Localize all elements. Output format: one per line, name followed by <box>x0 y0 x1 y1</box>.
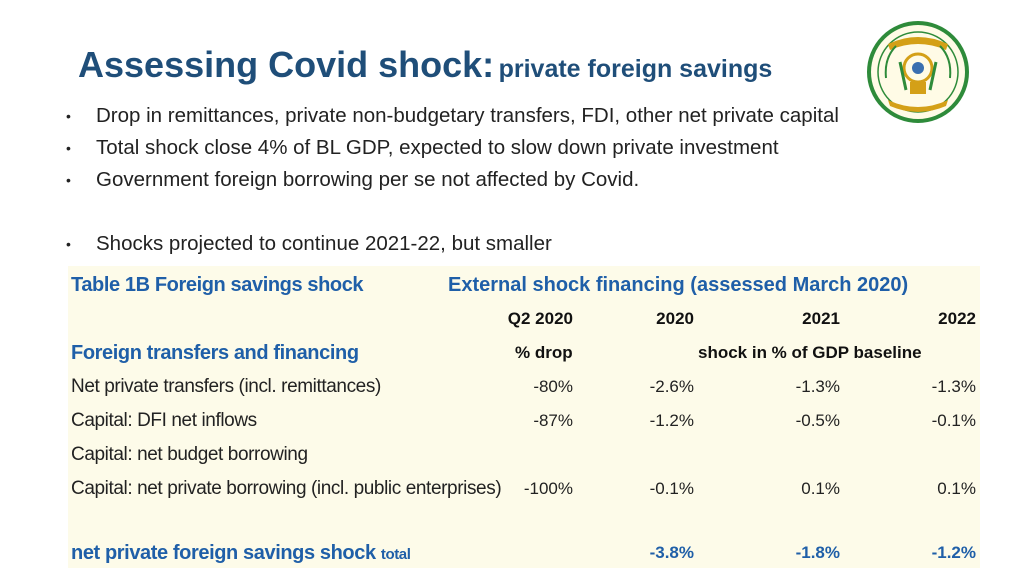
bullet-item: • Drop in remittances, private non-budget… <box>66 100 839 132</box>
column-header: 2022 <box>938 309 976 328</box>
shock-table: Table 1B Foreign savings shock External … <box>68 266 980 568</box>
cell: -87% <box>533 411 573 430</box>
row-label: Capital: net budget borrowing <box>71 444 308 465</box>
table-title-row: Table 1B Foreign savings shock External … <box>68 268 980 302</box>
cell: -0.1% <box>931 411 976 430</box>
table-row: Net private transfers (incl. remittances… <box>68 370 980 404</box>
column-header: 2020 <box>656 309 694 328</box>
cell: -100% <box>523 479 573 498</box>
bullet-text: Shocks projected to continue 2021-22, bu… <box>96 232 552 255</box>
total-label-text: net private foreign savings shock <box>71 542 376 564</box>
unit-shock: shock in % of GDP baseline <box>698 343 922 362</box>
cell: -80% <box>533 377 573 396</box>
table-total-row: net private foreign savings shock total … <box>68 536 980 570</box>
cell: 0.1% <box>937 479 976 498</box>
title-main: Assessing Covid shock: <box>78 44 495 85</box>
total-cell: -1.2% <box>931 543 976 562</box>
bullet-text: Drop in remittances, private non-budgeta… <box>96 104 839 127</box>
cell: -2.6% <box>649 377 694 396</box>
cell: 0.1% <box>801 479 840 498</box>
row-label: Net private transfers (incl. remittances… <box>71 376 381 397</box>
column-header: Q2 2020 <box>507 309 573 328</box>
table-heading: External shock financing (assessed March… <box>448 274 909 296</box>
table-header-row: Q2 2020 2020 2021 2022 <box>68 302 980 336</box>
bullet-list: • Drop in remittances, private non-budget… <box>66 100 839 260</box>
slide-title: Assessing Covid shock: private foreign s… <box>78 44 772 86</box>
bullet-text: Total shock close 4% of BL GDP, expected… <box>96 136 779 159</box>
bullet-text: Government foreign borrowing per se not … <box>96 168 640 191</box>
table-row: Capital: DFI net inflows -87% -1.2% -0.5… <box>68 404 980 438</box>
bullet-marker: • <box>66 108 71 124</box>
row-label: Capital: net private borrowing (incl. pu… <box>71 478 502 499</box>
title-sub: private foreign savings <box>498 55 773 83</box>
total-label: net private foreign savings shock total <box>71 536 411 572</box>
cell: -1.2% <box>649 411 694 430</box>
column-header: 2021 <box>802 309 840 328</box>
cell: -1.3% <box>795 377 840 396</box>
cell: -1.3% <box>931 377 976 396</box>
bullet-marker: • <box>66 236 71 252</box>
total-cell: -3.8% <box>649 543 694 562</box>
section-label: Foreign transfers and financing <box>71 342 359 364</box>
bullet-marker: • <box>66 140 71 156</box>
unit-pct-drop: % drop <box>515 343 573 362</box>
bullet-item: • Shocks projected to continue 2021-22, b… <box>66 228 839 260</box>
row-label: Capital: DFI net inflows <box>71 410 257 431</box>
bullet-marker: • <box>66 172 71 188</box>
table-caption: Table 1B Foreign savings shock <box>71 274 364 296</box>
bullet-item: • Total shock close 4% of BL GDP, expecte… <box>66 132 839 164</box>
table-row: Capital: net private borrowing (incl. pu… <box>68 472 980 506</box>
total-suffix: total <box>380 546 411 563</box>
bullet-item: • Government foreign borrowing per se not… <box>66 164 839 196</box>
cell: -0.5% <box>795 411 840 430</box>
table-row: Capital: net budget borrowing <box>68 438 980 472</box>
rwanda-coat-of-arms-icon <box>867 21 969 123</box>
table-section-row: Foreign transfers and financing % drop s… <box>68 336 980 370</box>
total-cell: -1.8% <box>795 543 840 562</box>
cell: -0.1% <box>649 479 694 498</box>
